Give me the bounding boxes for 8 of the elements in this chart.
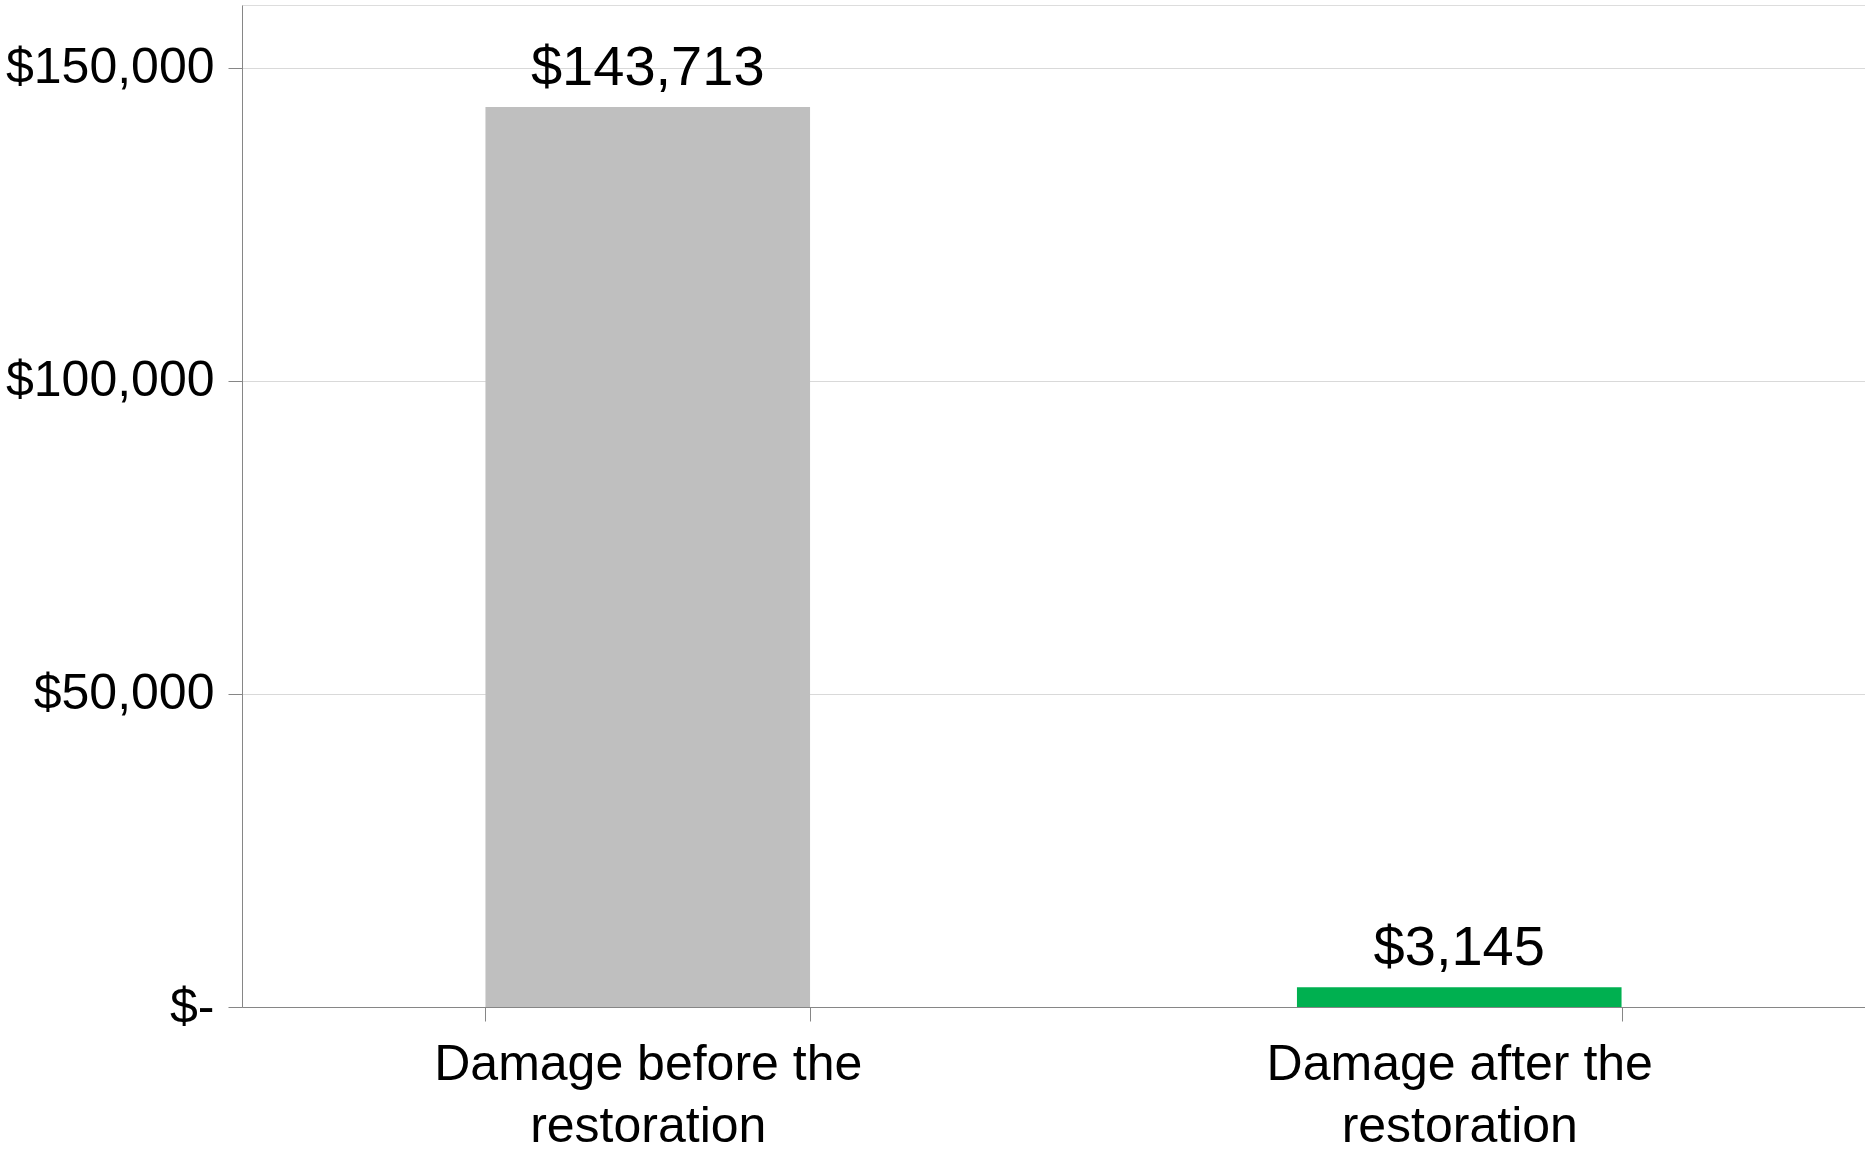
- y-tick-label: $50,000: [33, 664, 215, 721]
- x-tick-label: Damage after the restoration: [1266, 1034, 1653, 1151]
- y-tick-label: $150,000: [5, 38, 215, 95]
- data-label: $143,713: [530, 34, 765, 97]
- y-tick-label: $-: [170, 977, 215, 1034]
- y-tick-label: $100,000: [5, 351, 215, 408]
- x-tick-label: Damage before the restoration: [434, 1034, 863, 1151]
- data-label: $3,145: [1373, 914, 1545, 978]
